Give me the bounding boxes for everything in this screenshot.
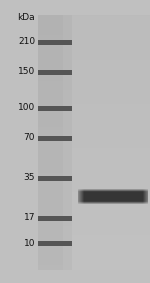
Bar [38,106,72,110]
Bar [38,241,72,245]
Text: 210: 210 [18,38,35,46]
Text: 17: 17 [24,213,35,222]
Text: 150: 150 [18,68,35,76]
Text: kDa: kDa [17,14,35,23]
Text: 100: 100 [18,104,35,113]
Bar [38,136,72,140]
Text: 35: 35 [24,173,35,183]
Bar [38,40,72,44]
Text: 70: 70 [24,134,35,143]
Bar [38,175,72,181]
Text: 10: 10 [24,239,35,248]
Bar [38,70,72,74]
Bar [38,215,72,220]
